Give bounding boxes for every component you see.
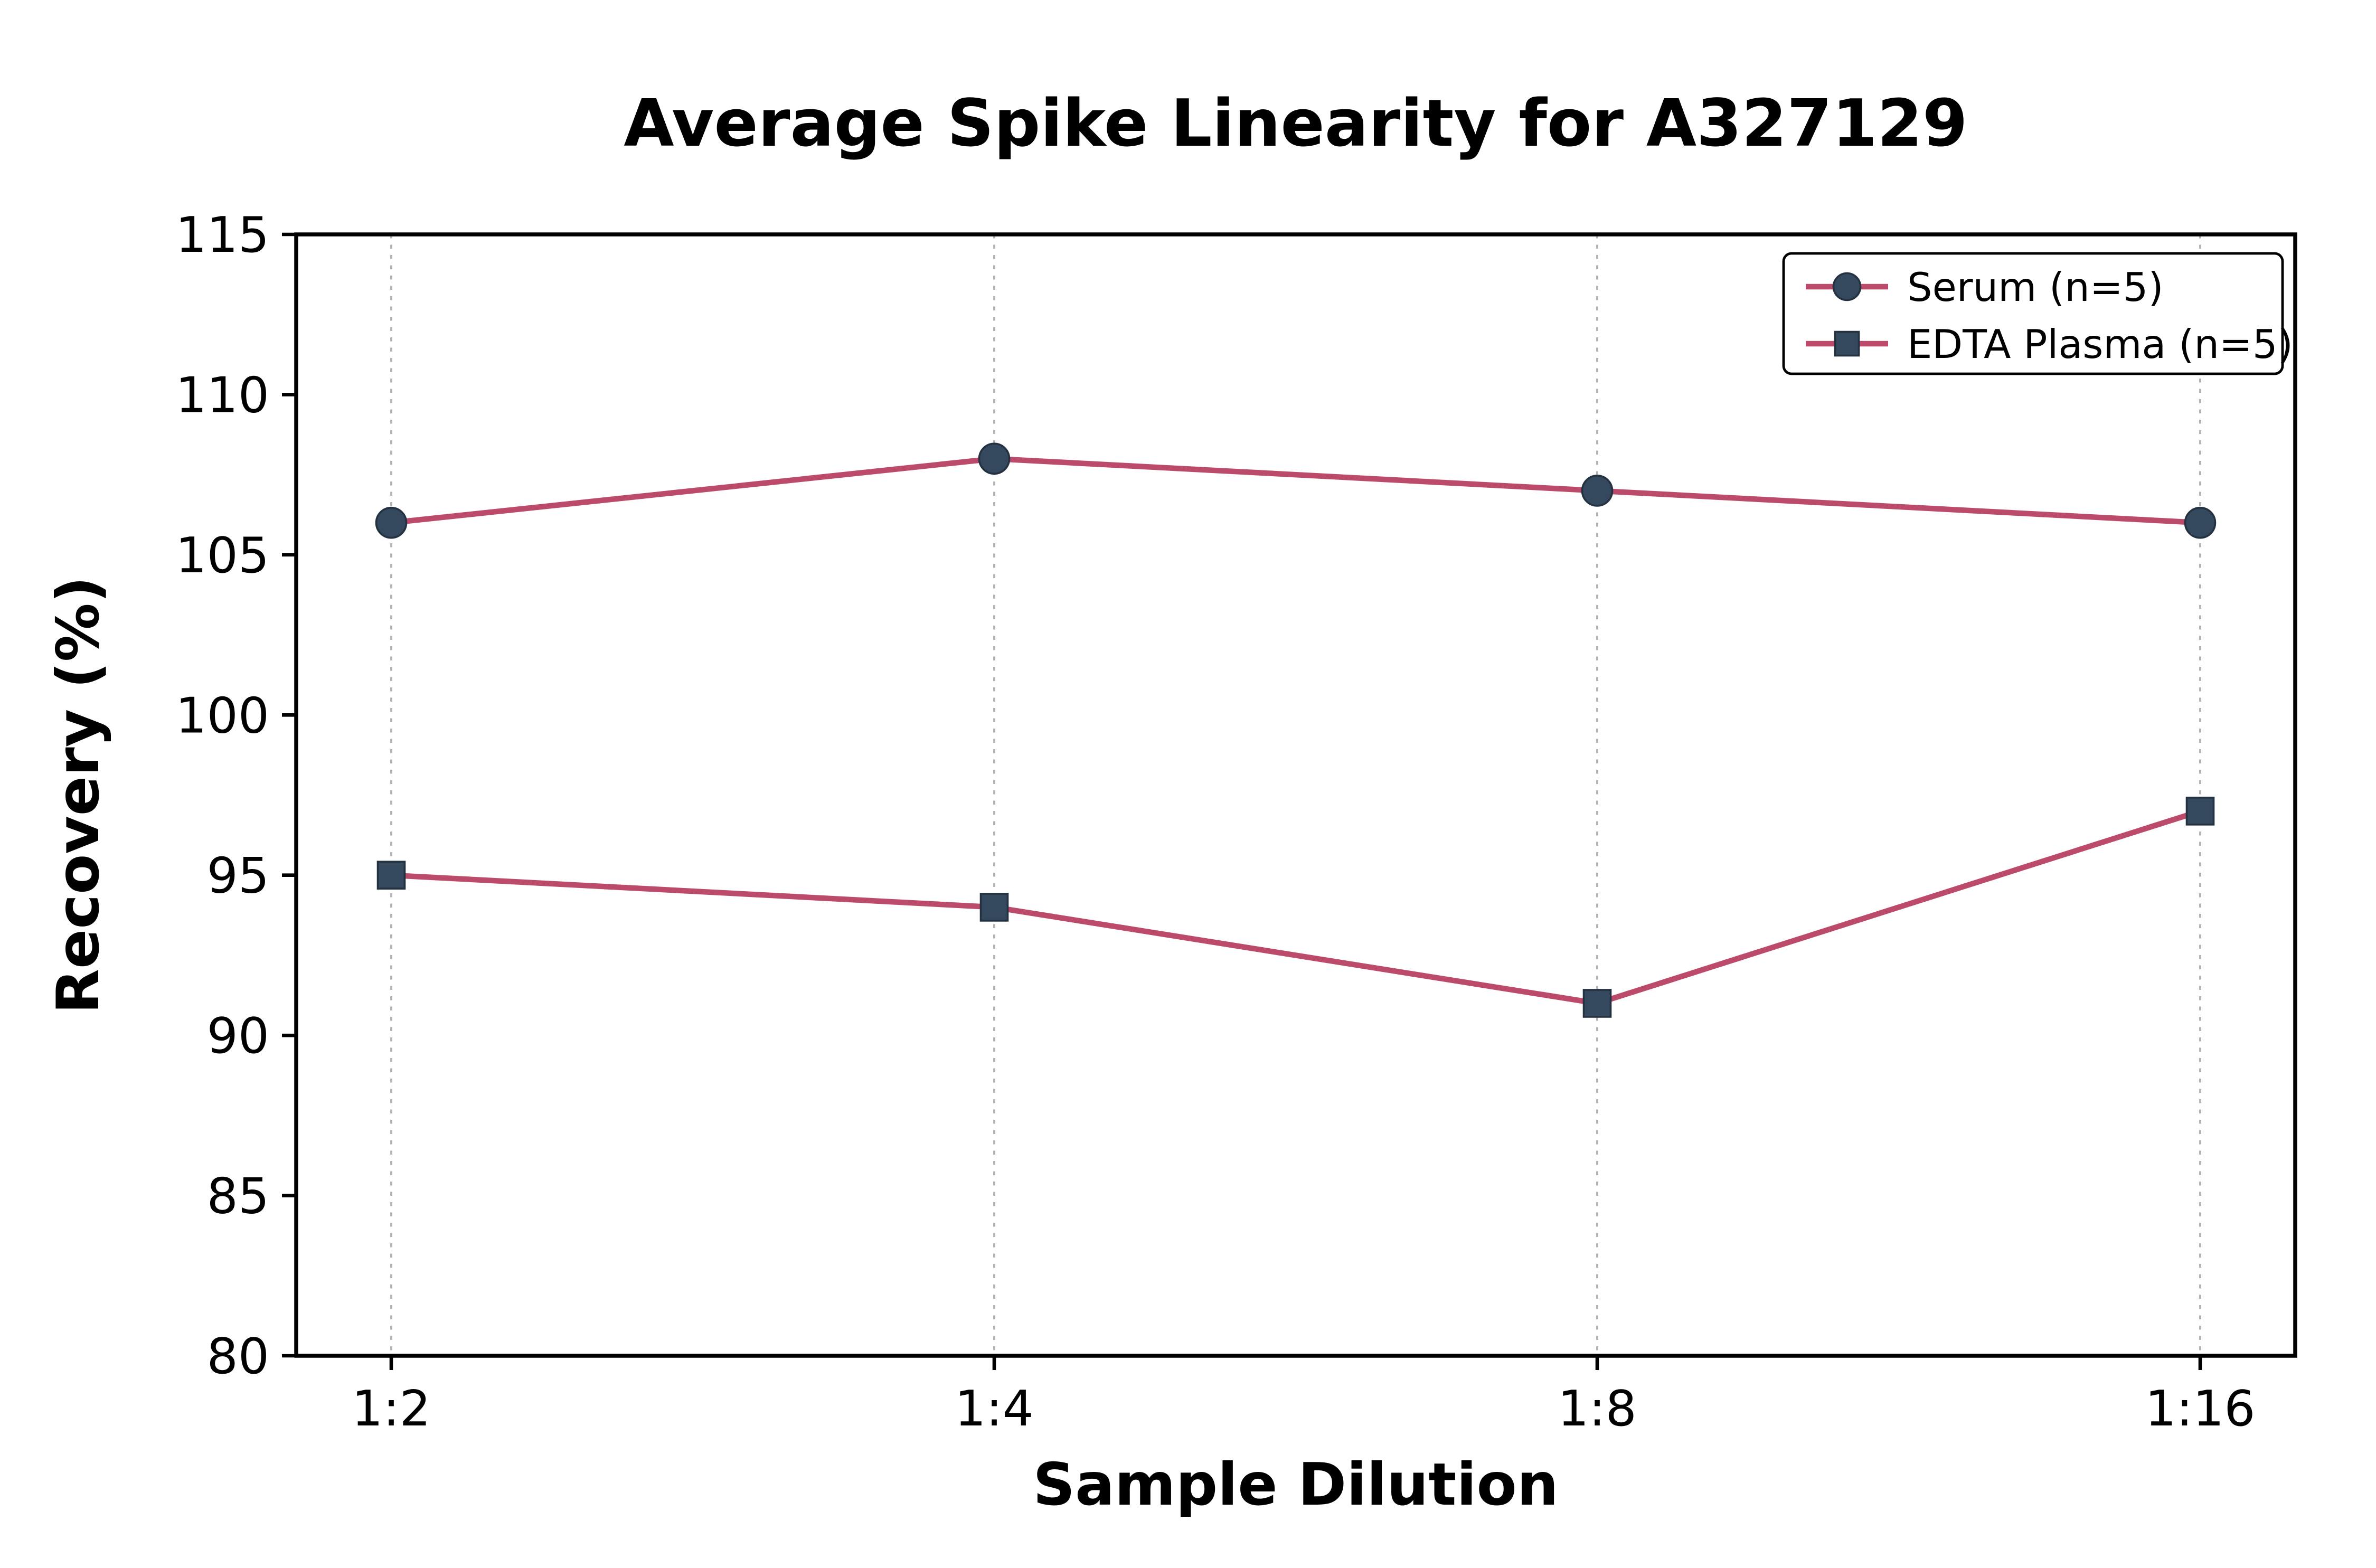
data-point-marker <box>979 893 1009 922</box>
plot-area: 80 85 90 95 100 105 110 115 1:2 1:4 1:8 1:16 <box>175 206 2297 1437</box>
y-tick-label: 95 <box>207 847 269 904</box>
legend-entry-serum: Serum (n=5) <box>1806 264 2164 310</box>
data-point-marker <box>2184 506 2217 539</box>
legend-entry-edta-plasma: EDTA Plasma (n=5) <box>1806 321 2293 367</box>
data-point-marker <box>2185 797 2215 826</box>
legend-box <box>1782 252 2284 375</box>
y-tick-label: 80 <box>207 1328 269 1385</box>
x-tick-label: 1:16 <box>2145 1380 2256 1437</box>
y-tick-label: 110 <box>175 366 269 423</box>
chart-title: Average Spike Linearity for A327129 <box>624 86 1967 162</box>
x-tick-label: 1:8 <box>1558 1380 1637 1437</box>
y-tick-label: 85 <box>207 1168 269 1225</box>
data-point-marker <box>1582 989 1612 1018</box>
legend-edta-marker-icon <box>1834 330 1860 357</box>
y-tick-label: 105 <box>175 527 269 584</box>
legend-serum-marker-icon <box>1832 272 1862 301</box>
y-tick-label: 115 <box>175 206 269 263</box>
y-tick-label: 90 <box>207 1007 269 1064</box>
x-tick-label: 1:2 <box>352 1380 431 1437</box>
legend: Serum (n=5) EDTA Plasma (n=5) <box>1782 252 2293 375</box>
data-point-marker <box>1581 475 1614 507</box>
legend-edta-label: EDTA Plasma (n=5) <box>1907 321 2293 367</box>
y-axis-label: Recovery (%) <box>44 577 112 1014</box>
series-line <box>388 456 2203 526</box>
data-point-marker <box>375 506 408 539</box>
x-tick-label: 1:4 <box>955 1380 1034 1437</box>
data-point-marker <box>376 861 406 890</box>
x-axis-label: Sample Dilution <box>1033 1451 1559 1519</box>
data-point-marker <box>978 442 1011 475</box>
plot-box <box>294 232 2297 1358</box>
y-tick-label: 100 <box>175 687 269 744</box>
series-line <box>388 808 2203 1006</box>
legend-serum-label: Serum (n=5) <box>1907 264 2164 310</box>
